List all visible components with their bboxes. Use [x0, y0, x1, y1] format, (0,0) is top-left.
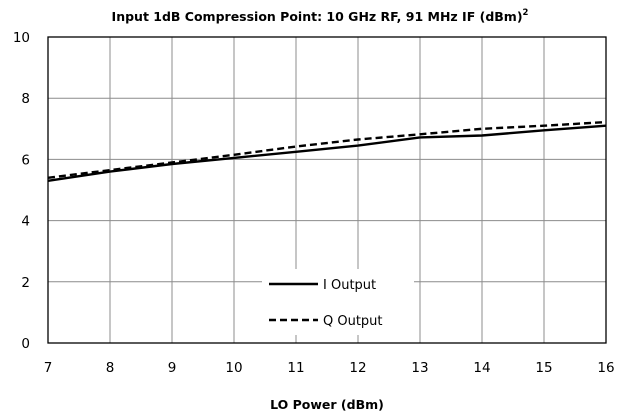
x-tick-label: 14 — [473, 360, 490, 376]
x-tick-label: 12 — [349, 360, 366, 376]
series-line-q-output — [47, 120, 607, 179]
x-tick-label: 10 — [225, 360, 242, 376]
y-tick-label: 4 — [21, 214, 30, 230]
x-tick-label: 7 — [44, 360, 53, 376]
series-lines — [47, 120, 607, 182]
x-tick-label: 15 — [535, 360, 552, 376]
y-tick-label: 6 — [21, 152, 30, 168]
y-tick-label: 0 — [21, 336, 30, 352]
x-axis-label: LO Power (dBm) — [270, 397, 384, 412]
x-tick-label: 8 — [106, 360, 115, 376]
x-tick-label: 16 — [597, 360, 614, 376]
legend-box — [262, 269, 414, 335]
y-tick-label: 8 — [21, 91, 30, 107]
chart-title-main: Input 1dB Compression Point: 10 GHz RF, … — [112, 9, 523, 24]
chart-title: Input 1dB Compression Point: 10 GHz RF, … — [112, 8, 529, 24]
x-tick-label: 13 — [411, 360, 428, 376]
legend-label: Q Output — [323, 314, 383, 329]
x-axis-tick-labels: 7 8 9 10 11 12 13 14 15 16 — [44, 360, 615, 376]
series-line-i-output — [47, 124, 607, 182]
x-tick-label: 11 — [287, 360, 304, 376]
y-tick-label: 2 — [21, 275, 30, 291]
y-axis-tick-labels: 0 2 4 6 8 10 — [13, 30, 30, 352]
y-tick-label: 10 — [13, 30, 30, 46]
legend-label: I Output — [323, 278, 376, 293]
plot-area-frame — [47, 36, 607, 344]
chart-title-superscript: 2 — [523, 8, 529, 18]
legend: I Output Q Output — [262, 269, 414, 335]
x-tick-label: 9 — [168, 360, 177, 376]
